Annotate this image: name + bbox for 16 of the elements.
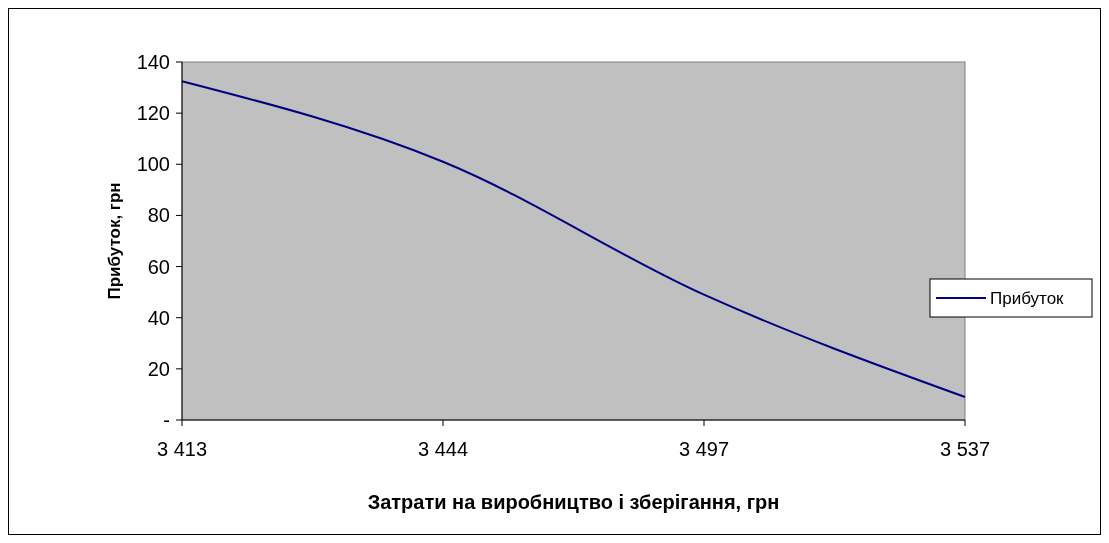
y-tick-label: - — [163, 409, 170, 431]
x-tick-label: 3 537 — [939, 438, 991, 460]
y-tick-label: 80 — [147, 204, 170, 227]
y-tick-label: 120 — [136, 102, 170, 125]
legend-label: Прибуток — [990, 288, 1065, 308]
y-tick-label: 20 — [147, 357, 170, 380]
y-axis-title: Прибуток, грн — [105, 182, 124, 300]
x-tick-label: 3 413 — [156, 438, 208, 460]
y-tick-label: 40 — [147, 306, 170, 329]
y-tick-label: 140 — [136, 51, 170, 73]
x-axis-title: Затрати на виробництво і зберігання, грн — [367, 491, 780, 513]
x-tick-label: 3 497 — [678, 438, 730, 460]
x-tick-label: 3 444 — [417, 438, 469, 460]
y-tick-label: 60 — [147, 255, 170, 278]
line-series — [181, 80, 966, 398]
y-tick-label: 100 — [136, 153, 170, 176]
